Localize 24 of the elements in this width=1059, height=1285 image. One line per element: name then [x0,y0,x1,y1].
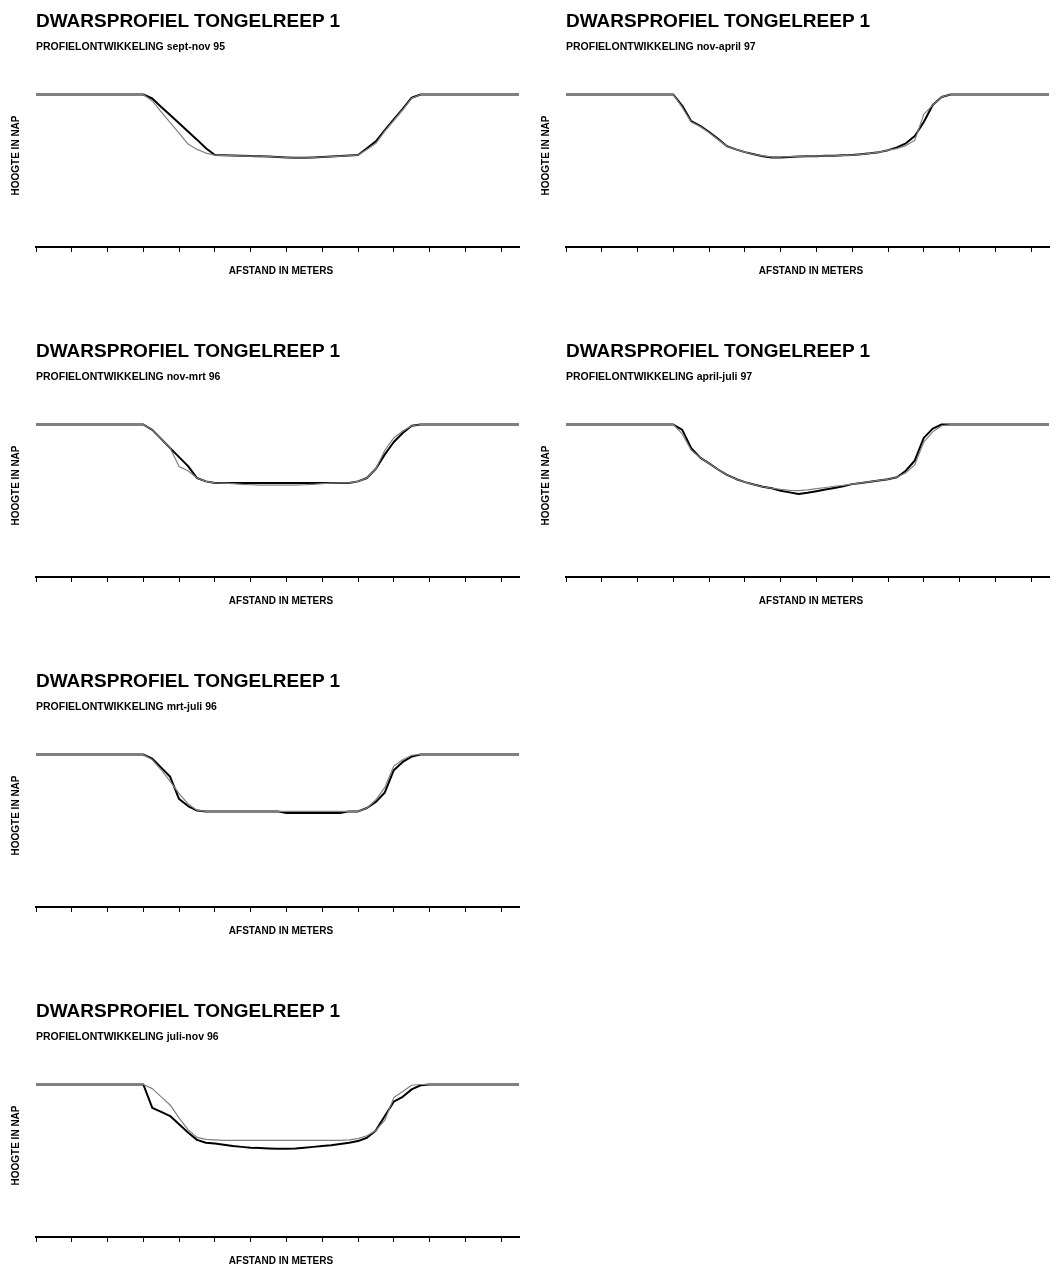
chart-subtitle: PROFIELONTWIKKELING april-juli 97 [566,370,753,382]
x-axis-title: AFSTAND IN METERS [227,265,335,276]
y-axis-title: HOOGTE IN NAP [9,114,21,198]
y-axis-title: HOOGTE IN NAP [9,774,21,858]
chart-subtitle: PROFIELONTWIKKELING nov-april 97 [566,40,756,52]
chart-subtitle: PROFIELONTWIKKELING mrt-juli 96 [36,700,217,712]
x-axis-title: AFSTAND IN METERS [757,595,865,606]
chart-title: DWARSPROFIEL TONGELREEP 1 [566,10,871,32]
y-axis-title: HOOGTE IN NAP [539,114,551,198]
chart-subtitle: PROFIELONTWIKKELING juli-nov 96 [36,1030,219,1042]
y-axis-title: HOOGTE IN NAP [9,444,21,528]
chart-title: DWARSPROFIEL TONGELREEP 1 [36,340,341,362]
y-axis-title: HOOGTE IN NAP [539,444,551,528]
chart-title: DWARSPROFIEL TONGELREEP 1 [566,340,871,362]
chart-subtitle: PROFIELONTWIKKELING sept-nov 95 [36,40,226,52]
x-axis-title: AFSTAND IN METERS [227,595,335,606]
chart-title: DWARSPROFIEL TONGELREEP 1 [36,670,341,692]
y-axis-title: HOOGTE IN NAP [9,1104,21,1188]
chart-subtitle: PROFIELONTWIKKELING nov-mrt 96 [36,370,221,382]
x-axis-title: AFSTAND IN METERS [227,1255,335,1266]
x-axis-title: AFSTAND IN METERS [227,925,335,936]
chart-title: DWARSPROFIEL TONGELREEP 1 [36,1000,341,1022]
chart-title: DWARSPROFIEL TONGELREEP 1 [36,10,341,32]
x-axis-title: AFSTAND IN METERS [757,265,865,276]
